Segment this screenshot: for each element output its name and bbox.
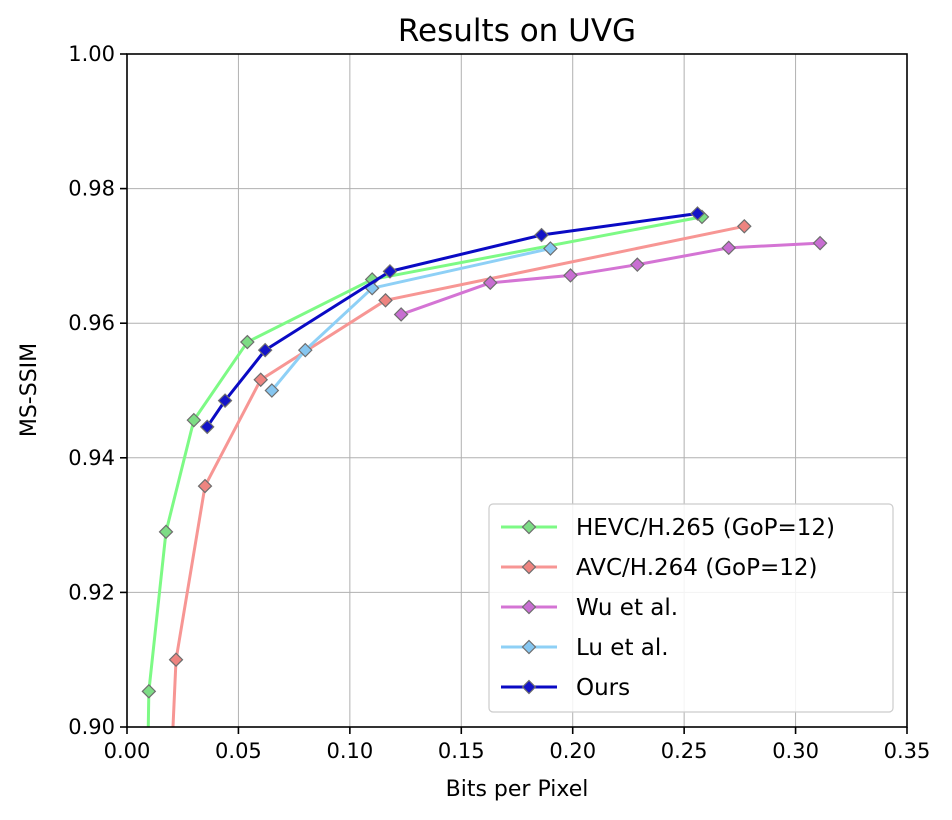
data-point: [393, 307, 409, 322]
legend-item: Lu et al.: [501, 635, 669, 661]
legend-label: HEVC/H.265 (GoP=12): [576, 515, 835, 541]
x-tick-label: 0.30: [772, 739, 819, 763]
data-point: [297, 342, 313, 358]
data-point: [629, 257, 645, 272]
x-tick-label: 0.20: [549, 739, 596, 763]
data-point: [378, 292, 393, 308]
data-point: [382, 264, 398, 279]
legend-swatch-marker: [521, 639, 537, 655]
data-point: [168, 652, 184, 668]
data-point: [534, 227, 549, 243]
data-point: [736, 218, 752, 234]
y-tick-label: 0.98: [68, 177, 115, 201]
legend-item: HEVC/H.265 (GoP=12): [501, 515, 835, 541]
series-4: [199, 206, 705, 435]
series-layer: [141, 206, 828, 727]
series-0: [141, 209, 710, 727]
x-tick-label: 0.25: [661, 739, 708, 763]
legend-label: Ours: [576, 675, 630, 701]
data-point: [257, 342, 273, 358]
y-axis-label: MS-SSIM: [17, 343, 42, 437]
data-point: [812, 235, 828, 251]
data-point: [264, 383, 280, 398]
data-point: [543, 241, 558, 256]
legend-swatch-marker: [521, 519, 537, 535]
data-point: [253, 372, 269, 388]
x-tick-label: 0.35: [884, 739, 931, 763]
data-point: [563, 268, 578, 283]
data-point: [197, 478, 213, 494]
legend-label: Lu et al.: [576, 635, 669, 661]
x-tick-label: 0.10: [326, 739, 373, 763]
x-tick-label: 0.00: [104, 739, 151, 763]
series-1: [168, 218, 752, 727]
series-line: [171, 224, 745, 727]
ticks: 0.00 0.05 0.10 0.15 0.20 0.25 0.30 0.35 0.90 0.92…: [68, 42, 930, 763]
series-line: [270, 247, 551, 392]
y-tick-label: 1.00: [68, 42, 115, 66]
data-point: [482, 275, 498, 291]
legend-box: [488, 503, 894, 713]
series-2: [393, 235, 828, 322]
legend-swatch-marker: [521, 599, 537, 615]
chart-title: Results on UVG: [398, 13, 636, 49]
legend-label: AVC/H.264 (GoP=12): [576, 555, 817, 581]
legend-item: Ours: [501, 675, 630, 701]
series-line: [400, 241, 821, 316]
plot-frame: [126, 53, 908, 728]
y-tick-label: 0.92: [68, 580, 115, 604]
data-point: [186, 412, 202, 428]
legend-swatch-marker: [521, 559, 537, 575]
y-tick-label: 0.96: [68, 311, 115, 335]
legend: HEVC/H.265 (GoP=12) AVC/H.264 (GoP=12) Wu …: [488, 503, 894, 713]
legend-item: AVC/H.264 (GoP=12): [501, 555, 817, 581]
x-tick-label: 0.15: [438, 739, 485, 763]
legend-item: Wu et al.: [501, 595, 678, 621]
data-point: [239, 334, 255, 350]
data-point: [217, 393, 233, 408]
data-point: [690, 206, 705, 221]
x-axis-label: Bits per Pixel: [446, 777, 589, 802]
legend-label: Wu et al.: [576, 595, 678, 621]
data-point: [141, 683, 157, 699]
data-point: [721, 240, 737, 256]
data-point: [158, 524, 174, 540]
data-point: [199, 419, 215, 435]
x-tick-label: 0.05: [215, 739, 262, 763]
legend-items: HEVC/H.265 (GoP=12) AVC/H.264 (GoP=12) Wu …: [501, 515, 835, 701]
legend-swatch-marker: [521, 679, 537, 695]
y-tick-label: 0.90: [68, 715, 115, 739]
y-tick-label: 0.94: [68, 446, 115, 470]
